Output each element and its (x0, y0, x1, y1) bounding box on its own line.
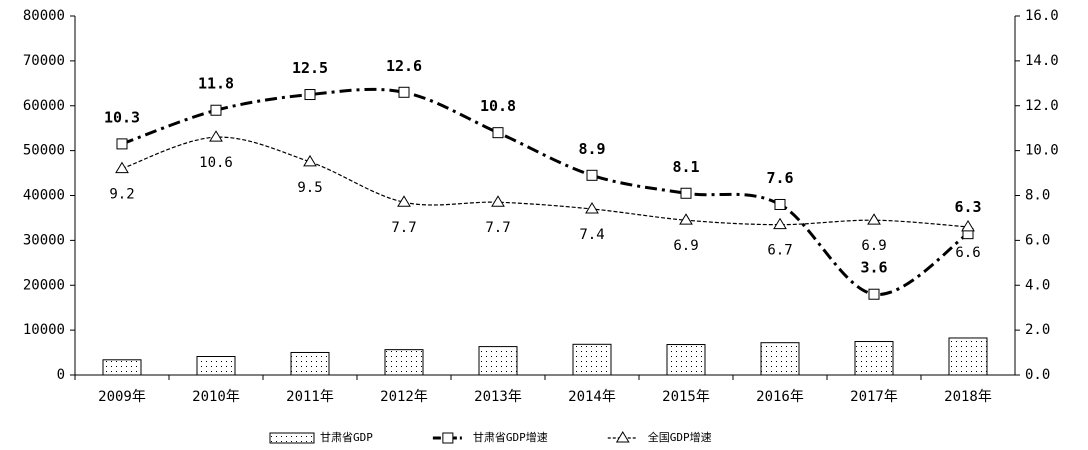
data-label: 7.7 (391, 220, 416, 236)
bar (948, 337, 988, 376)
y2-tick-label: 6.0 (1025, 232, 1050, 248)
data-label: 10.8 (480, 97, 516, 115)
marker (774, 198, 786, 210)
data-label: 7.7 (485, 220, 510, 236)
data-label: 9.5 (297, 180, 322, 196)
data-label: 11.8 (198, 75, 234, 93)
legend-label: 全国GDP增速 (648, 430, 712, 444)
bar (384, 349, 424, 376)
x-tick-label: 2012年 (380, 389, 428, 405)
y-tick-label: 30000 (23, 232, 65, 248)
data-label: 9.2 (109, 187, 134, 203)
x-tick-label: 2015年 (662, 389, 710, 405)
marker (491, 195, 505, 207)
y2-tick-label: 10.0 (1025, 143, 1059, 159)
x-tick-label: 2018年 (944, 389, 992, 405)
data-label: 6.9 (861, 238, 886, 254)
marker (210, 104, 222, 116)
x-tick-label: 2011年 (286, 389, 334, 405)
marker (303, 154, 317, 167)
marker (586, 169, 598, 181)
x-tick-label: 2013年 (474, 389, 522, 405)
data-label: 6.6 (955, 245, 980, 261)
marker (398, 86, 410, 98)
data-label: 10.6 (199, 155, 233, 171)
data-label: 3.6 (860, 259, 887, 277)
line (121, 87, 969, 296)
marker (209, 130, 223, 142)
legend-marker (442, 432, 454, 444)
x-tick-label: 2016年 (756, 389, 804, 405)
data-label: 7.4 (579, 227, 604, 243)
bar (854, 341, 894, 376)
y2-tick-label: 16.0 (1025, 8, 1059, 24)
y-tick-label: 0 (57, 367, 65, 383)
line (121, 136, 969, 228)
y-tick-label: 70000 (23, 53, 65, 69)
data-label: 12.6 (386, 57, 422, 75)
y-tick-label: 80000 (23, 8, 65, 24)
bar (196, 356, 236, 376)
y2-tick-label: 4.0 (1025, 277, 1050, 293)
marker (679, 213, 693, 225)
y2-tick-label: 8.0 (1025, 188, 1050, 204)
x-tick-label: 2010年 (192, 389, 240, 405)
marker (115, 161, 129, 174)
marker (961, 219, 975, 232)
y2-tick-label: 14.0 (1025, 53, 1059, 69)
data-label: 12.5 (292, 59, 328, 77)
bar (572, 343, 612, 376)
marker (116, 138, 128, 150)
legend-label: 甘肃省GDP增速 (473, 430, 548, 444)
legend-label: 甘肃省GDP (320, 431, 373, 444)
marker (585, 201, 599, 214)
x-tick-label: 2014年 (568, 389, 616, 405)
y2-tick-label: 2.0 (1025, 322, 1050, 338)
bar (290, 351, 330, 376)
bar (666, 344, 706, 376)
legend-swatch (269, 432, 315, 444)
bar (478, 346, 518, 376)
y2-tick-label: 0.0 (1025, 367, 1050, 383)
marker (397, 195, 411, 207)
x-tick-label: 2009年 (98, 389, 146, 405)
marker (492, 127, 504, 139)
data-label: 6.7 (767, 243, 792, 259)
y-tick-label: 50000 (23, 143, 65, 159)
marker (868, 288, 880, 300)
y-tick-label: 60000 (23, 98, 65, 114)
y-tick-label: 20000 (23, 277, 65, 293)
marker (773, 217, 787, 230)
legend-marker (615, 431, 630, 443)
y-tick-label: 40000 (23, 188, 65, 204)
data-label: 10.3 (104, 108, 140, 126)
marker (304, 89, 316, 101)
data-label: 8.1 (672, 158, 699, 176)
x-tick-label: 2017年 (850, 389, 898, 405)
data-label: 7.6 (766, 169, 793, 187)
marker (680, 187, 692, 199)
marker (867, 213, 881, 225)
data-label: 8.9 (578, 140, 605, 158)
data-label: 6.9 (673, 238, 698, 254)
data-label: 6.3 (954, 198, 981, 216)
y-tick-label: 10000 (23, 322, 65, 338)
y2-tick-label: 12.0 (1025, 98, 1059, 114)
bar (760, 342, 800, 376)
bar (102, 359, 142, 376)
